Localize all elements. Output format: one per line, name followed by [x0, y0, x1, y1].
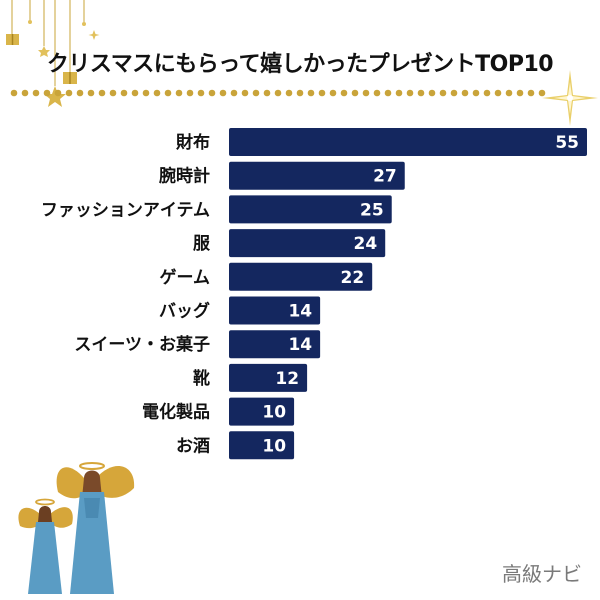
category-label-8: 靴 [193, 368, 210, 389]
value-label-3: 25 [360, 200, 384, 220]
bar-chart: 財布 55 腕時計 27 ファッションアイテム 25 服 24 ゲーム 22 バッグ 14 スイーツ・お… [41, 128, 587, 460]
brand-logo-text: 高級ナビ [502, 562, 582, 586]
bar-7 [229, 330, 321, 359]
bar-10 [229, 431, 295, 460]
category-label-5: ゲーム [160, 267, 211, 288]
category-label-7: スイーツ・お菓子 [74, 335, 210, 355]
sparkle-star-icon [542, 70, 598, 126]
category-label-4: 服 [193, 234, 211, 254]
bar-6 [229, 296, 321, 325]
bar-9 [229, 397, 295, 426]
value-label-6: 14 [288, 302, 312, 322]
value-label-2: 27 [373, 167, 397, 187]
hanging-ornaments-decoration [6, 0, 100, 107]
value-label-10: 10 [262, 436, 286, 456]
value-label-9: 10 [262, 403, 286, 423]
bar-4 [229, 229, 386, 258]
value-label-8: 12 [275, 369, 299, 389]
gold-dot-divider [10, 89, 546, 97]
bar-5 [229, 262, 373, 291]
value-label-5: 22 [341, 268, 365, 288]
category-label-9: 電化製品 [142, 402, 210, 423]
chart-title: クリスマスにもらって嬉しかったプレゼントTOP10 [46, 52, 554, 77]
bar-3 [229, 195, 392, 224]
bar-1 [229, 128, 587, 156]
bar-2 [229, 161, 405, 190]
category-label-1: 財布 [175, 132, 210, 153]
category-label-2: 腕時計 [159, 166, 210, 187]
category-label-3: ファッションアイテム [41, 200, 210, 220]
category-label-6: バッグ [159, 301, 210, 322]
value-label-7: 14 [288, 335, 312, 355]
category-label-10: お酒 [176, 435, 210, 456]
value-label-4: 24 [354, 234, 378, 254]
value-label-1: 55 [555, 133, 579, 153]
bar-8 [229, 363, 308, 392]
angel-figurines-decoration [18, 462, 135, 594]
